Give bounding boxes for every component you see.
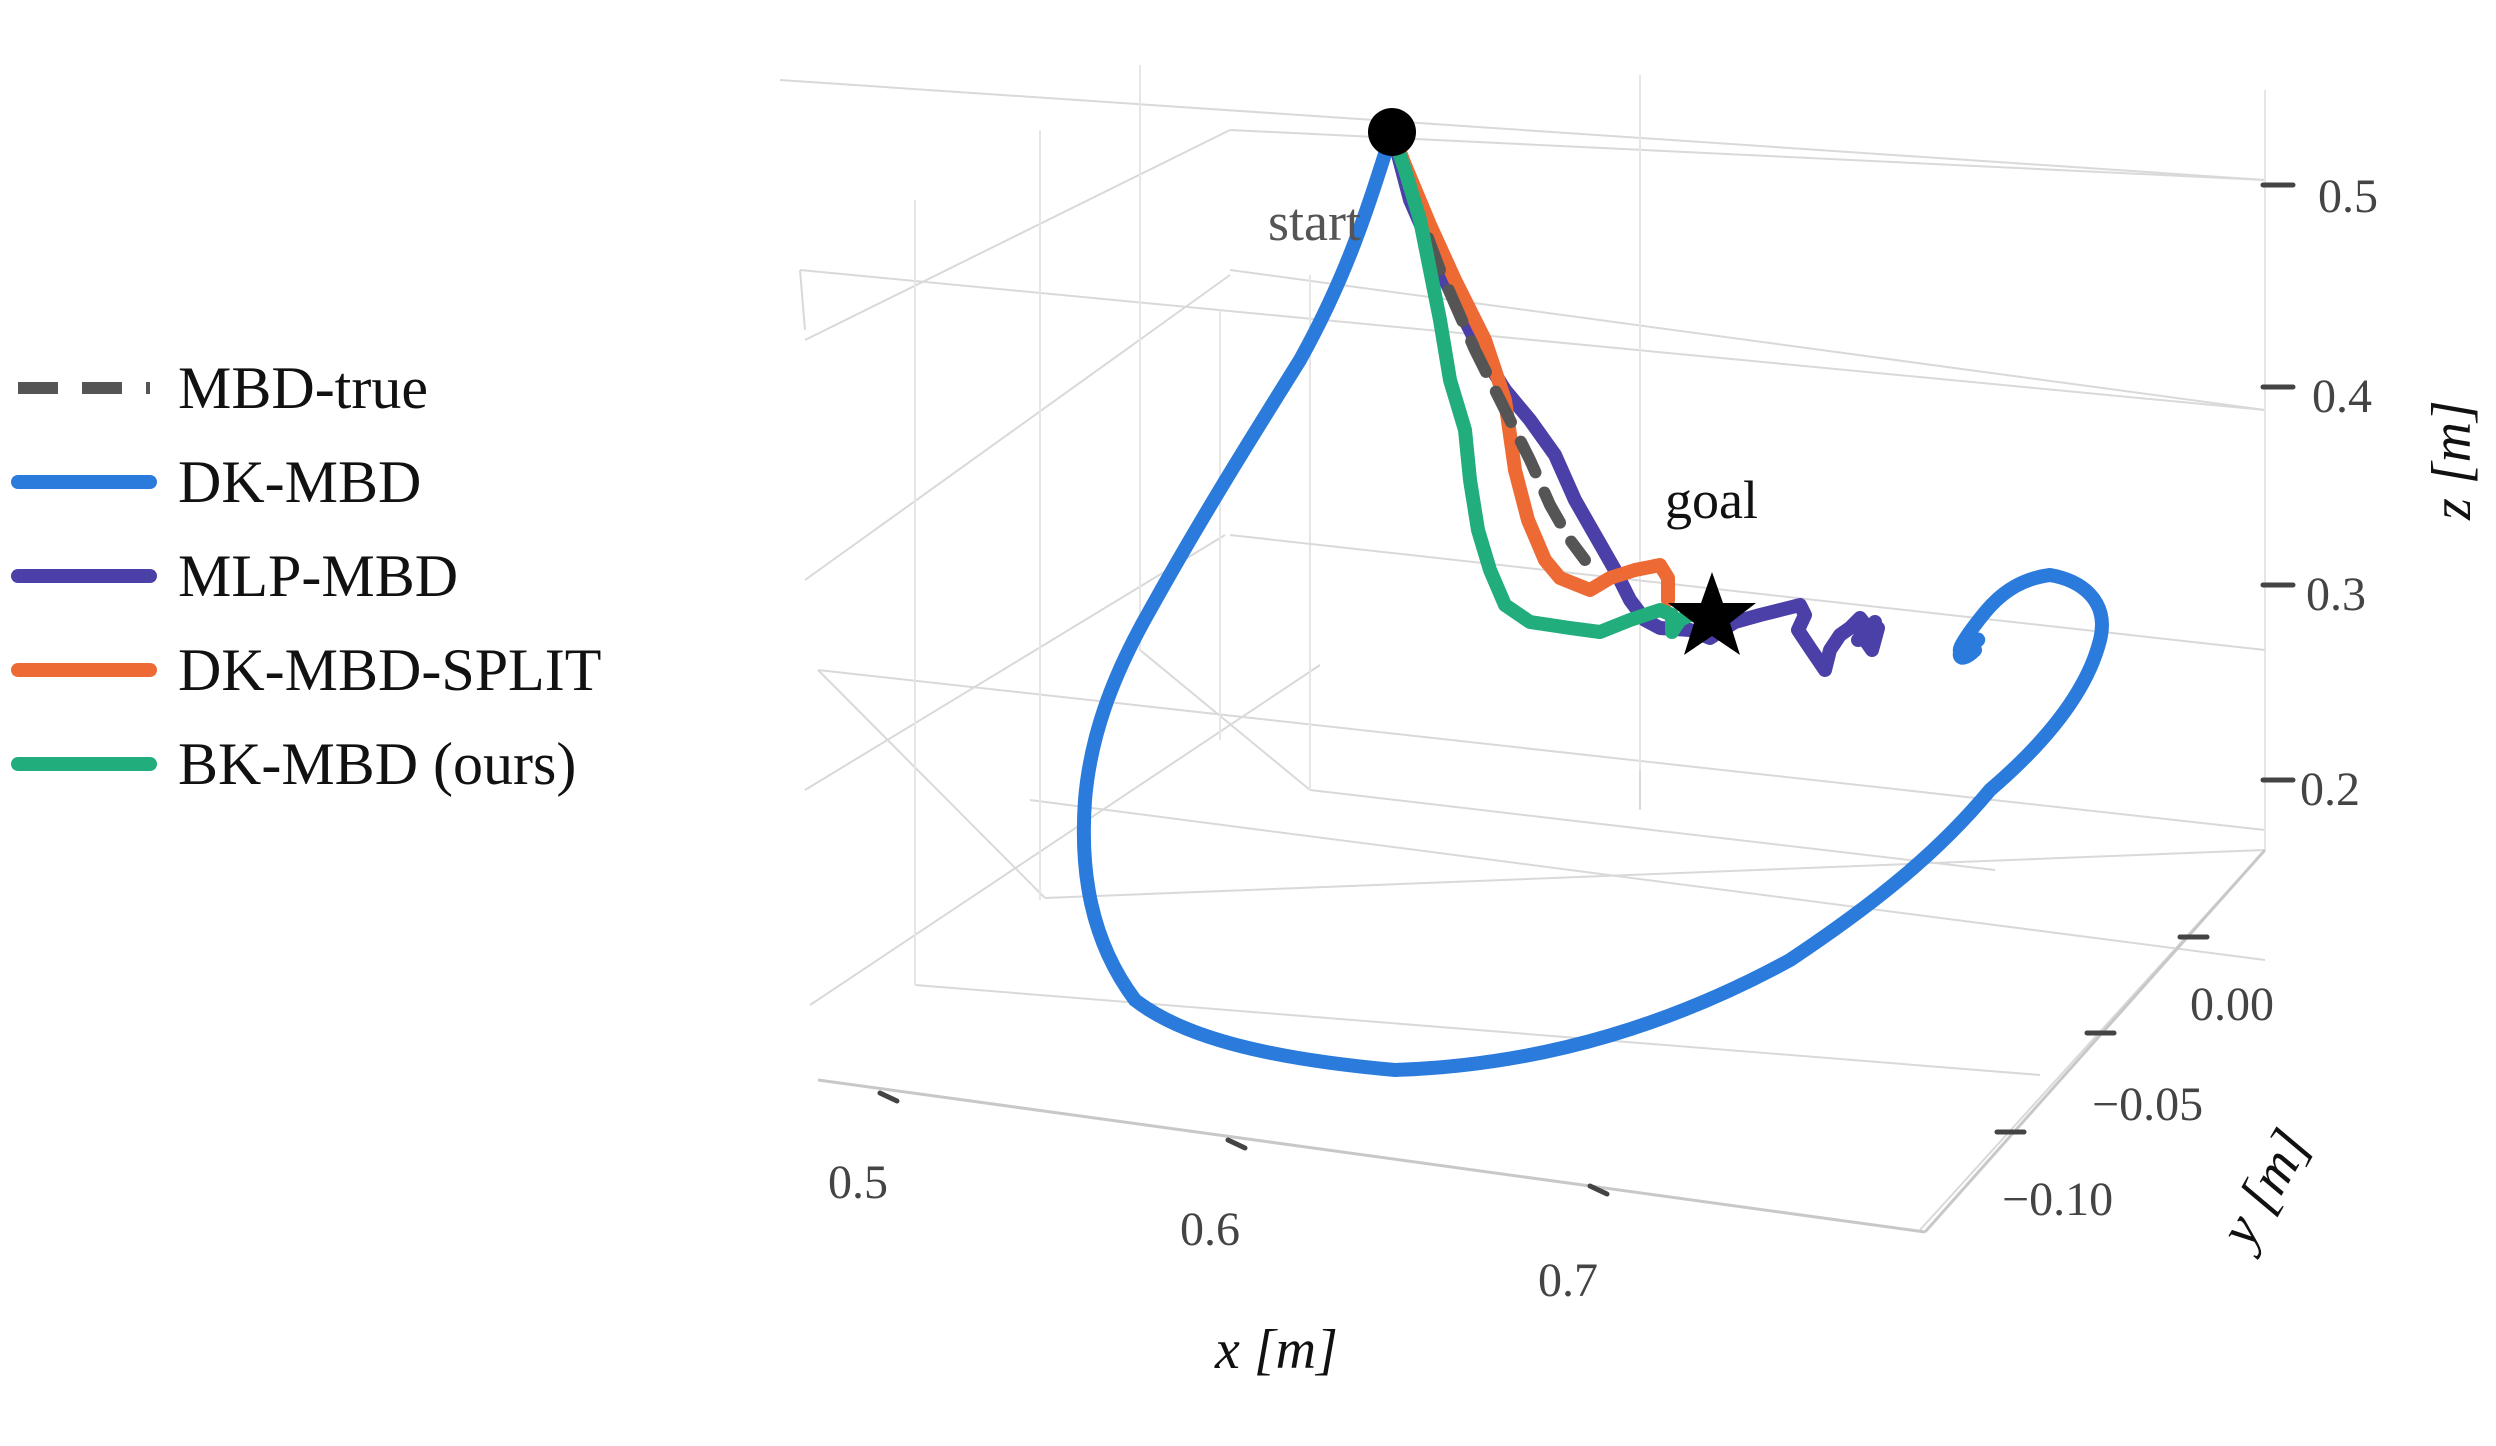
legend-item-bk-mbd: BK-MBD (ours) [11,731,576,797]
start-marker [1368,108,1416,156]
series-line-bk-mbd [1385,125,1697,639]
y-axis-title: y [m] [2205,1119,2323,1261]
z-tick-label: 0.4 [2312,370,2372,423]
x-tick-label: 0.5 [828,1156,888,1209]
z-tick-label: 0.2 [2300,763,2360,816]
x-tick-label: 0.7 [1538,1254,1598,1307]
x-axis-title: x [m] [1214,1319,1338,1381]
legend-item-dk-mbd: DK-MBD [11,449,421,515]
legend-label: MLP-MBD [178,543,458,609]
axis-ticks [877,182,2296,1197]
x-tick-mark [877,1090,900,1104]
tick-labels: 0.5 0.6 0.7 0.00 −0.05 −0.10 0.5 0.4 0.3… [828,170,2378,1307]
axis-lines [817,849,2267,1234]
x-tick-label: 0.6 [1180,1203,1240,1256]
goal-star-marker [1668,572,1756,655]
x-tick-mark [1587,1183,1610,1197]
legend-item-mlp-mbd: MLP-MBD [11,543,458,609]
annotations: start goal [1268,108,1758,655]
start-label: start [1268,192,1361,252]
trajectories [1076,125,2109,1077]
series-line-mlp-mbd [1385,125,1885,677]
z-axis-title: z [m] [2421,400,2483,521]
y-tick-label: −0.05 [2092,1078,2203,1131]
legend: MBD-true DK-MBD MLP-MBD DK-MBD-SPLIT BK-… [11,355,601,797]
y-tick-label: 0.00 [2190,978,2274,1031]
legend-label: BK-MBD (ours) [178,731,576,797]
series-line-dk-mbd [1076,125,2109,1077]
x-tick-mark [1225,1137,1248,1151]
z-tick-label: 0.5 [2318,170,2378,223]
z-tick-label: 0.3 [2306,568,2366,621]
legend-item-dk-mbd-split: DK-MBD-SPLIT [11,637,601,703]
legend-label: MBD-true [178,355,428,421]
legend-label: DK-MBD [178,449,421,515]
goal-label: goal [1665,470,1758,530]
axis-titles: x [m] y [m] z [m] [1214,400,2483,1381]
legend-label: DK-MBD-SPLIT [178,637,601,703]
series-line-dk-mbd-split [1385,125,1675,607]
y-tick-label: −0.10 [2002,1173,2113,1226]
legend-item-mbd-true: MBD-true [18,355,428,421]
